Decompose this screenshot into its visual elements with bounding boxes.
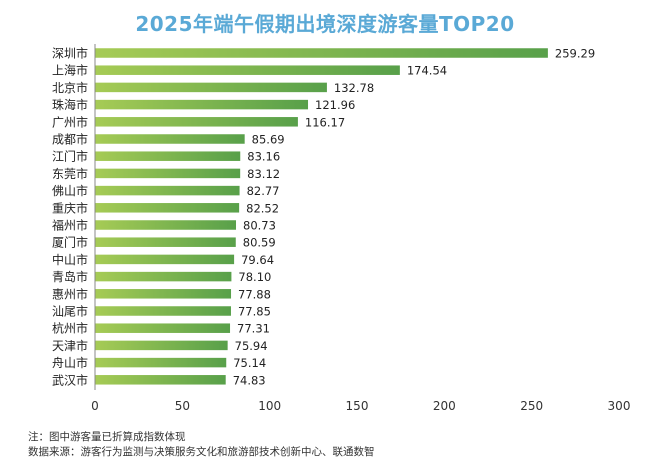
category-label: 成都市 <box>52 132 88 147</box>
value-label: 174.54 <box>407 64 447 78</box>
value-label: 75.14 <box>233 356 266 370</box>
x-tick-label: 250 <box>520 399 543 413</box>
bar <box>95 323 231 333</box>
value-label: 80.59 <box>243 236 276 250</box>
category-label: 天津市 <box>52 338 88 353</box>
value-label: 79.64 <box>241 253 274 267</box>
category-label: 青岛市 <box>52 269 88 284</box>
category-label: 舟山市 <box>52 355 88 370</box>
bar <box>95 134 245 144</box>
x-tick-labels: 0 50 100 150 200 250 300 <box>91 399 630 413</box>
category-label: 福州市 <box>52 218 88 233</box>
category-label: 杭州市 <box>52 321 88 336</box>
category-label: 中山市 <box>52 252 88 267</box>
bar <box>95 99 309 110</box>
category-label: 深圳市 <box>52 46 88 61</box>
bar <box>95 168 241 179</box>
category-label: 汕尾市 <box>52 304 88 319</box>
value-label: 83.12 <box>247 167 280 181</box>
bar <box>95 254 235 265</box>
value-label: 83.16 <box>247 150 280 164</box>
value-labels: 259.29 174.54 132.78 121.96 116.17 85.69 83.16… <box>233 47 595 388</box>
bar <box>95 306 231 316</box>
category-label: 珠海市 <box>52 97 88 112</box>
value-label: 80.73 <box>243 219 276 233</box>
category-label: 佛山市 <box>52 183 88 198</box>
category-label: 东莞市 <box>52 166 88 181</box>
chart-title: 2025年端午假期出境深度游客量TOP20 <box>135 12 515 36</box>
value-label: 77.88 <box>238 287 271 301</box>
category-label: 广州市 <box>52 114 88 129</box>
category-label: 上海市 <box>52 63 88 78</box>
category-label: 惠州市 <box>52 286 88 301</box>
category-label: 重庆市 <box>52 200 88 215</box>
data-source: 数据来源：游客行为监测与决策服务文化和旅游部技术创新中心、联通数智 <box>28 446 375 458</box>
x-tick-label: 300 <box>608 399 631 413</box>
bars-layer <box>95 48 548 385</box>
value-label: 82.77 <box>247 184 280 198</box>
bar <box>95 151 241 161</box>
value-label: 116.17 <box>305 115 345 129</box>
bar <box>95 220 237 230</box>
x-tick-label: 50 <box>175 399 190 413</box>
value-label: 78.10 <box>238 270 271 284</box>
category-label: 江门市 <box>52 149 88 164</box>
category-label: 北京市 <box>52 80 88 95</box>
category-label: 武汉市 <box>52 372 88 387</box>
value-label: 77.85 <box>238 305 271 319</box>
value-label: 77.31 <box>237 322 270 336</box>
bar <box>95 340 228 351</box>
category-label: 厦门市 <box>52 235 88 250</box>
bar <box>95 185 240 196</box>
bar <box>95 289 232 299</box>
value-label: 259.29 <box>555 47 595 61</box>
x-tick-label: 100 <box>258 399 281 413</box>
bar <box>95 271 232 282</box>
bar <box>95 65 400 75</box>
value-label: 121.96 <box>315 98 355 112</box>
value-label: 74.83 <box>233 373 266 387</box>
x-tick-label: 150 <box>346 399 369 413</box>
value-label: 132.78 <box>334 81 374 95</box>
x-tick-label: 0 <box>91 399 99 413</box>
bar <box>95 203 240 213</box>
bar <box>95 237 236 247</box>
bar <box>95 82 327 93</box>
value-label: 85.69 <box>252 133 285 147</box>
value-label: 82.52 <box>246 201 279 215</box>
bar <box>95 375 226 385</box>
x-tick-label: 200 <box>433 399 456 413</box>
bar <box>95 357 227 368</box>
category-labels: 深圳市上海市北京市珠海市广州市成都市江门市东莞市佛山市重庆市福州市厦门市中山市青… <box>52 46 88 388</box>
value-label: 75.94 <box>235 339 268 353</box>
bar <box>95 48 548 58</box>
bar <box>95 117 298 127</box>
chart-note: 注：图中游客量已折算成指数体现 <box>28 431 186 443</box>
